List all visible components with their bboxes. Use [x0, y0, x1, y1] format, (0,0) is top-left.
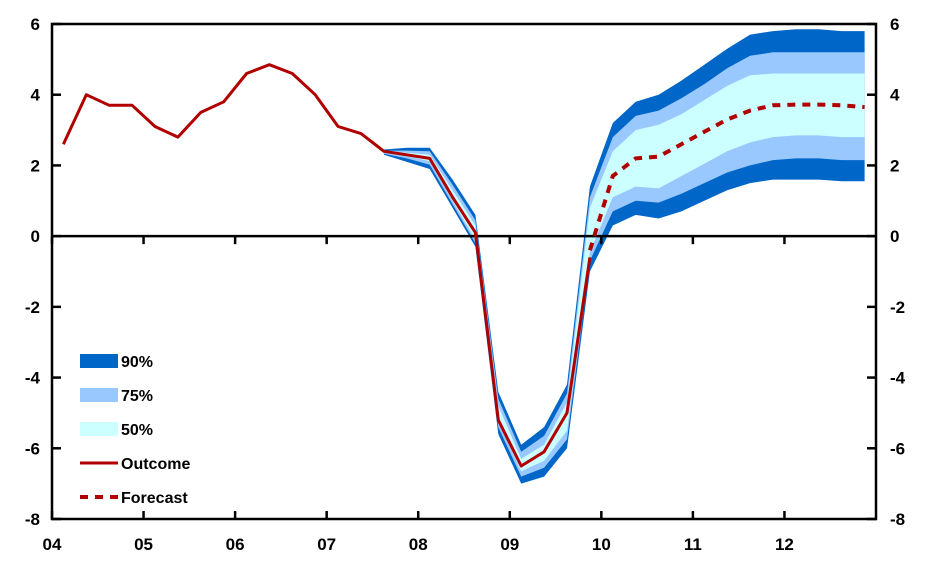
y-tick-label-left: -4 — [25, 369, 41, 388]
y-tick-label-right: -4 — [890, 369, 906, 388]
legend-swatch-band_90 — [80, 354, 118, 368]
y-tick-label-left: 0 — [31, 227, 40, 246]
outcome-line — [63, 65, 590, 466]
x-tick-label: 07 — [317, 535, 336, 554]
legend-swatch-band_75 — [80, 388, 118, 402]
legend-label-band_50: 50% — [121, 422, 153, 439]
x-tick-label: 11 — [684, 535, 702, 554]
y-tick-label-right: 4 — [890, 86, 900, 105]
y-tick-label-right: -8 — [890, 510, 905, 529]
y-tick-label-left: 6 — [31, 15, 40, 34]
y-axis-right-labels: 6 4 2 0 -2 -4 -6 -8 — [890, 15, 906, 529]
legend: 90% 75% 50% Outcome Forecast — [80, 354, 190, 507]
confidence-bands — [384, 29, 865, 483]
legend-label-band_90: 90% — [121, 354, 153, 371]
x-tick-label: 05 — [134, 535, 153, 554]
y-tick-label-right: 6 — [890, 15, 899, 34]
x-tick-label: 10 — [592, 535, 611, 554]
y-tick-label-right: -2 — [890, 298, 905, 317]
y-tick-label-left: -8 — [25, 510, 40, 529]
y-axis-left-labels: 6 4 2 0 -2 -4 -6 -8 — [25, 15, 41, 529]
x-axis-labels: 04 05 06 07 08 09 10 11 12 — [43, 535, 794, 554]
x-tick-label: 04 — [43, 535, 62, 554]
legend-swatch-band_50 — [80, 422, 118, 436]
y-tick-label-left: -6 — [25, 439, 40, 458]
legend-label-band_75: 75% — [121, 388, 153, 405]
x-tick-label: 12 — [775, 535, 794, 554]
y-tick-label-left: 4 — [31, 86, 41, 105]
legend-label-outcome: Outcome — [121, 456, 190, 473]
x-tick-label: 06 — [226, 535, 245, 554]
y-tick-label-left: 2 — [31, 156, 40, 175]
y-tick-label-right: 0 — [890, 227, 899, 246]
y-tick-label-right: -6 — [890, 439, 905, 458]
y-tick-label-right: 2 — [890, 156, 899, 175]
x-tick-label: 09 — [500, 535, 519, 554]
y-tick-label-left: -2 — [25, 298, 40, 317]
x-tick-label: 08 — [409, 535, 428, 554]
legend-label-forecast: Forecast — [121, 490, 188, 507]
